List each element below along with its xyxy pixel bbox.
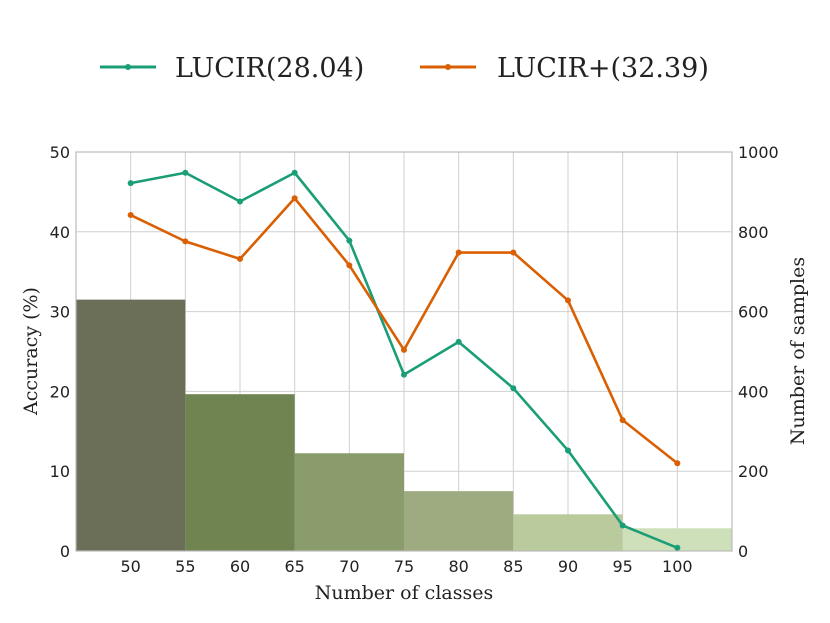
series-1-point-5 — [401, 346, 407, 353]
bars — [76, 299, 732, 551]
legend-marker-lucir — [125, 64, 131, 70]
y-right-tick-labels: 0 200 400 600 800 1000 — [738, 143, 779, 561]
series-0-point-6 — [455, 338, 462, 345]
y-left-tick-label-4: 40 — [50, 223, 70, 242]
legend: LUCIR(28.04) LUCIR+(32.39) — [100, 53, 709, 84]
y-right-tick-label-5: 1000 — [738, 143, 779, 162]
x-tick-label-8: 90 — [558, 557, 578, 576]
series-0-point-2 — [237, 198, 243, 205]
series-1-point-7 — [510, 249, 517, 256]
x-tick-label-5: 75 — [394, 557, 414, 576]
legend-marker-lucir-plus — [445, 64, 451, 70]
y-left-tick-labels: 0 10 20 30 40 50 — [50, 143, 70, 561]
histogram-bar-3 — [404, 491, 514, 551]
series-1-point-9 — [619, 417, 626, 424]
x-tick-label-3: 65 — [284, 557, 304, 576]
series-lines — [127, 169, 681, 551]
y-left-tick-label-0: 0 — [60, 542, 70, 561]
series-1-point-3 — [291, 195, 298, 202]
series-0-point-4 — [346, 237, 353, 244]
histogram-bar-1 — [185, 394, 295, 551]
series-1-point-2 — [237, 255, 243, 262]
histogram-bar-2 — [294, 453, 404, 551]
legend-label-lucir-plus: LUCIR+(32.39) — [497, 53, 709, 84]
x-tick-label-4: 70 — [339, 557, 359, 576]
series-1-point-0 — [127, 212, 134, 219]
histogram-bar-5 — [622, 528, 732, 551]
y-left-tick-label-2: 20 — [50, 382, 70, 401]
legend-label-lucir: LUCIR(28.04) — [175, 53, 364, 84]
plot-frame — [75, 151, 733, 552]
series-1-point-10 — [674, 460, 681, 467]
y-left-tick-label-3: 30 — [50, 303, 70, 322]
y-left-tick-label-1: 10 — [50, 462, 70, 481]
y-right-tick-label-4: 800 — [738, 223, 769, 242]
y-right-tick-label-2: 400 — [738, 382, 769, 401]
series-1-point-4 — [346, 262, 353, 269]
y-right-tick-label-3: 600 — [738, 303, 769, 322]
x-tick-labels: 50 55 60 65 70 75 80 85 90 95 100 — [120, 557, 692, 576]
series-1-point-6 — [455, 249, 462, 256]
histogram-bar-0 — [76, 299, 186, 551]
series-0-point-9 — [619, 522, 626, 529]
y-right-tick-label-0: 0 — [738, 542, 748, 561]
series-0-point-3 — [291, 169, 298, 176]
y-left-axis-label: Accuracy (%) — [20, 287, 42, 416]
histogram-bar-4 — [513, 514, 623, 551]
series-0-point-10 — [674, 544, 681, 551]
x-tick-label-7: 85 — [503, 557, 523, 576]
series-0-point-0 — [127, 180, 134, 187]
x-axis-label: Number of classes — [315, 582, 493, 604]
x-tick-label-1: 55 — [175, 557, 195, 576]
series-0-point-8 — [565, 447, 571, 454]
y-right-tick-label-1: 200 — [738, 462, 769, 481]
x-tick-label-2: 60 — [230, 557, 250, 576]
x-tick-label-0: 50 — [120, 557, 140, 576]
x-tick-label-6: 80 — [448, 557, 468, 576]
series-0-point-1 — [182, 169, 189, 176]
x-tick-label-10: 100 — [662, 557, 693, 576]
x-tick-label-9: 95 — [612, 557, 632, 576]
series-1-point-8 — [565, 297, 571, 304]
series-0-point-7 — [510, 385, 517, 392]
y-left-tick-label-5: 50 — [50, 143, 70, 162]
series-1-point-1 — [182, 238, 189, 245]
y-right-axis-label: Number of samples — [787, 257, 809, 445]
series-0-point-5 — [401, 371, 407, 378]
